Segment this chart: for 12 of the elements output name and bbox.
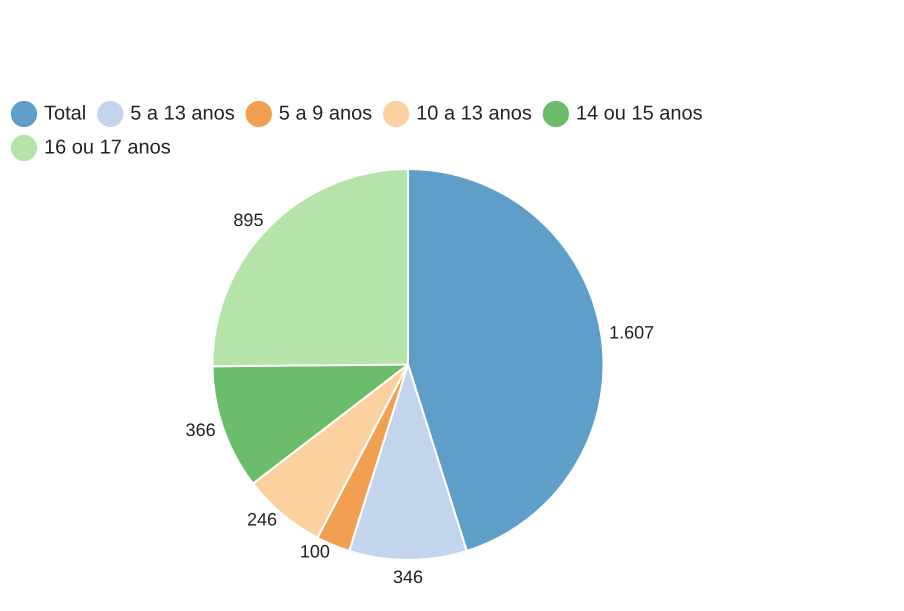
data-label: 1.607 — [609, 322, 654, 343]
legend-label: 14 ou 15 anos — [576, 102, 703, 125]
data-label: 346 — [392, 566, 424, 587]
legend-label: 16 ou 17 anos — [44, 136, 171, 159]
data-label: 100 — [300, 541, 330, 562]
data-label: 246 — [247, 509, 278, 530]
legend-label: 5 a 13 anos — [130, 102, 235, 125]
legend-label: 10 a 13 anos — [416, 102, 532, 125]
data-label: 366 — [186, 420, 216, 440]
data-label: 895 — [233, 210, 264, 230]
legend-label: 5 a 9 anos — [278, 102, 372, 125]
legend-label: Total — [44, 102, 86, 125]
